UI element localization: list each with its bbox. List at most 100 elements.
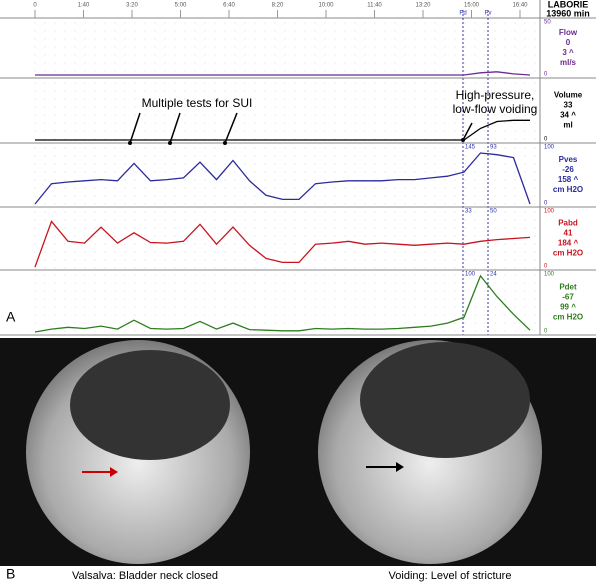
grid-dot xyxy=(344,54,346,56)
grid-dot xyxy=(364,267,366,269)
grid-dot xyxy=(154,203,156,205)
grid-dot xyxy=(384,130,386,132)
grid-dot xyxy=(294,62,296,64)
grid-dot xyxy=(364,155,366,157)
grid-dot xyxy=(64,187,66,189)
panel-label: A xyxy=(6,309,16,325)
grid-dot xyxy=(184,130,186,132)
grid-dot xyxy=(204,203,206,205)
grid-dot xyxy=(434,163,436,165)
grid-dot xyxy=(514,90,516,92)
grid-dot xyxy=(434,70,436,72)
grid-dot xyxy=(344,235,346,237)
grid-dot xyxy=(94,62,96,64)
grid-dot xyxy=(304,259,306,261)
grid-dot xyxy=(454,163,456,165)
grid-dot xyxy=(514,155,516,157)
grid-dot xyxy=(94,46,96,48)
grid-dot xyxy=(494,211,496,213)
grid-dot xyxy=(464,235,466,237)
grid-dot xyxy=(394,187,396,189)
grid-dot xyxy=(184,298,186,300)
grid-dot xyxy=(454,322,456,324)
grid-dot xyxy=(94,203,96,205)
grid-dot xyxy=(314,259,316,261)
grid-dot xyxy=(264,267,266,269)
grid-dot xyxy=(44,314,46,316)
grid-dot xyxy=(164,290,166,292)
channel-bottom: 0 xyxy=(544,264,548,270)
grid-dot xyxy=(124,22,126,24)
grid-dot xyxy=(144,330,146,332)
grid-dot xyxy=(224,46,226,48)
grid-dot xyxy=(234,306,236,308)
grid-dot xyxy=(384,251,386,253)
grid-dot xyxy=(404,171,406,173)
grid-dot xyxy=(234,54,236,56)
grid-dot xyxy=(274,70,276,72)
grid-dot xyxy=(474,163,476,165)
grid-dot xyxy=(424,38,426,40)
grid-dot xyxy=(64,54,66,56)
grid-dot xyxy=(524,98,526,100)
grid-dot xyxy=(94,138,96,140)
grid-dot xyxy=(44,114,46,116)
grid-dot xyxy=(384,106,386,108)
grid-dot xyxy=(54,22,56,24)
grid-dot xyxy=(294,290,296,292)
grid-dot xyxy=(114,290,116,292)
grid-dot xyxy=(84,314,86,316)
grid-dot xyxy=(224,219,226,221)
grid-dot xyxy=(234,298,236,300)
grid-dot xyxy=(274,82,276,84)
grid-dot xyxy=(144,114,146,116)
grid-dot xyxy=(294,163,296,165)
grid-dot xyxy=(414,187,416,189)
grid-dot xyxy=(404,122,406,124)
grid-dot xyxy=(344,163,346,165)
grid-dot xyxy=(74,106,76,108)
grid-dot xyxy=(414,155,416,157)
grid-dot xyxy=(514,211,516,213)
grid-dot xyxy=(84,147,86,149)
grid-dot xyxy=(94,227,96,229)
grid-dot xyxy=(84,114,86,116)
grid-dot xyxy=(154,267,156,269)
grid-dot xyxy=(534,267,536,269)
grid-dot xyxy=(134,22,136,24)
grid-dot xyxy=(134,282,136,284)
grid-dot xyxy=(154,274,156,276)
grid-dot xyxy=(494,282,496,284)
grid-dot xyxy=(334,267,336,269)
grid-dot xyxy=(434,90,436,92)
grid-dot xyxy=(354,122,356,124)
grid-dot xyxy=(54,298,56,300)
grid-dot xyxy=(254,267,256,269)
grid-dot xyxy=(314,298,316,300)
grid-dot xyxy=(204,98,206,100)
grid-dot xyxy=(504,82,506,84)
grid-dot xyxy=(304,171,306,173)
grid-dot xyxy=(94,22,96,24)
grid-dot xyxy=(44,46,46,48)
grid-dot xyxy=(144,22,146,24)
grid-dot xyxy=(364,306,366,308)
grid-dot xyxy=(354,243,356,245)
grid-dot xyxy=(454,62,456,64)
grid-dot xyxy=(394,138,396,140)
grid-dot xyxy=(74,227,76,229)
annotation: Multiple tests for SUI xyxy=(142,96,253,110)
grid-dot xyxy=(444,306,446,308)
grid-dot xyxy=(114,98,116,100)
grid-dot xyxy=(424,147,426,149)
grid-dot xyxy=(394,290,396,292)
grid-dot xyxy=(294,46,296,48)
grid-dot xyxy=(64,179,66,181)
grid-dot xyxy=(44,211,46,213)
grid-dot xyxy=(164,259,166,261)
marker-value: 145 xyxy=(465,145,476,151)
grid-dot xyxy=(34,122,36,124)
grid-dot xyxy=(114,251,116,253)
grid-dot xyxy=(34,227,36,229)
grid-dot xyxy=(514,82,516,84)
